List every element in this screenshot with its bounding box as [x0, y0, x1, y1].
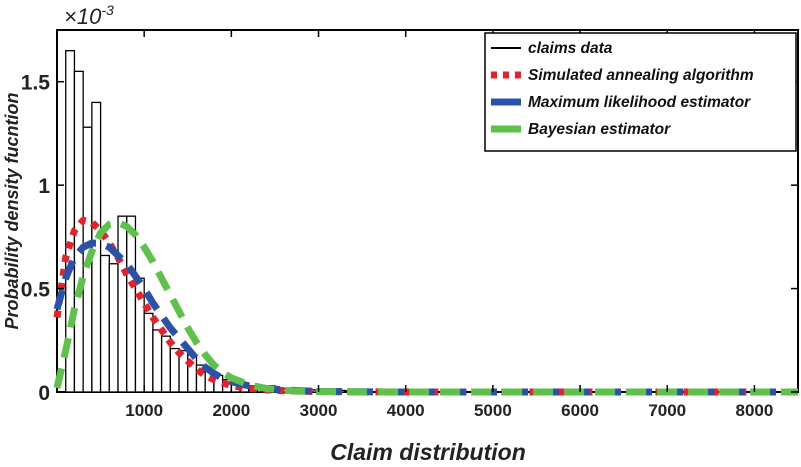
- axis-ticks-layer: 1000 2000 3000 4000 5000 6000 7000 8000 0 0.5 1 1.5: [21, 30, 798, 420]
- x-tick-label: 8000: [735, 401, 773, 420]
- y-tick-label: 1.5: [21, 72, 51, 95]
- y-multiplier-label: ×10-3: [64, 2, 114, 29]
- histogram-bar: [126, 215, 137, 393]
- histogram-bar: [91, 101, 102, 393]
- legend-box: [484, 32, 797, 152]
- histogram-bar: [143, 312, 154, 393]
- y-tick-label: 0.5: [21, 279, 51, 302]
- legend-label: claims data: [528, 40, 613, 57]
- histogram-bar: [152, 329, 163, 393]
- series-line: [53, 216, 798, 396]
- x-tick-label: 2000: [212, 401, 250, 420]
- x-tick-label: 1000: [125, 401, 163, 420]
- histogram-bar: [108, 263, 119, 393]
- x-tick-label: 4000: [387, 401, 425, 420]
- legend-label: Simulated annealing algorithm: [528, 67, 754, 84]
- x-tick-label: 3000: [300, 401, 338, 420]
- histogram-bar: [117, 215, 128, 393]
- legend: claims data Simulated annealing algorithm…: [484, 32, 797, 152]
- series-line: [53, 218, 798, 396]
- x-tick-label: 7000: [648, 401, 686, 420]
- y-axis-label: Probability density fucntion: [2, 92, 22, 329]
- x-axis-label: Claim distribution: [330, 439, 526, 465]
- y-tick-label: 0: [38, 382, 50, 405]
- histogram-bar: [99, 254, 110, 393]
- y-tick-label: 1: [38, 175, 50, 198]
- x-tick-label: 6000: [561, 401, 599, 420]
- legend-label: Bayesian estimator: [528, 121, 671, 138]
- x-tick-label: 5000: [474, 401, 512, 420]
- density-lines-layer: [53, 216, 798, 396]
- legend-label: Maximum likelihood estimator: [528, 94, 751, 111]
